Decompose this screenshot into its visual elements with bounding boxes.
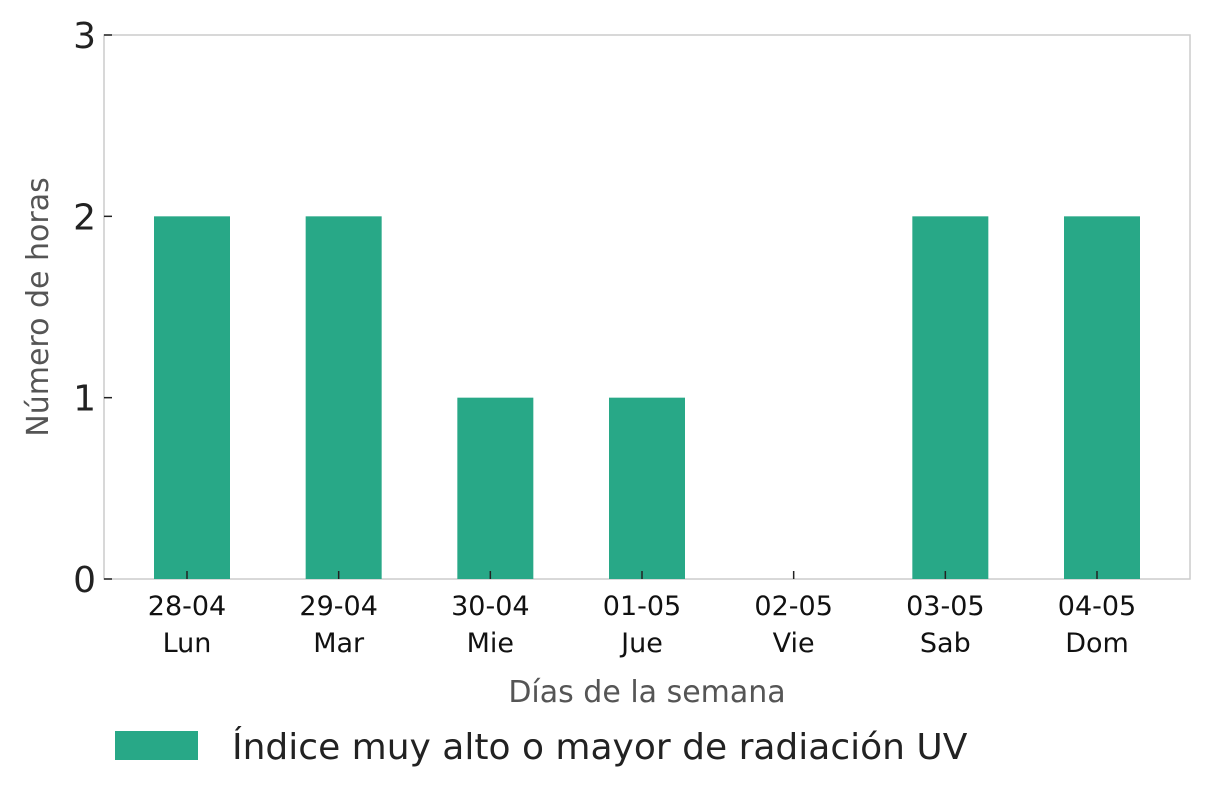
- bar-01-05: [609, 397, 685, 579]
- bar-28-04: [154, 216, 230, 580]
- y-tick-label: 3: [73, 16, 96, 57]
- x-tick-label-date: 03-05: [906, 591, 984, 622]
- x-tick-label-date: 02-05: [754, 591, 832, 622]
- x-tick-label-day: Sab: [920, 628, 971, 659]
- x-tick-label-date: 29-04: [299, 591, 377, 622]
- bar-29-04: [305, 216, 382, 580]
- y-axis-title: Número de horas: [21, 177, 56, 436]
- x-axis: 28-04 Lun 29-04 Mar 30-04 Mie 01-05 Jue 02-05 Vie…: [148, 571, 1136, 659]
- x-tick-label-day: Dom: [1065, 628, 1129, 659]
- x-tick-label-date: 28-04: [148, 591, 226, 622]
- y-tick-label: 0: [73, 560, 96, 601]
- x-tick-label-day: Lun: [163, 628, 212, 659]
- bar-30-04: [457, 397, 534, 579]
- legend: Índice muy alto o mayor de radiación UV: [115, 726, 968, 768]
- legend-swatch: [115, 731, 198, 760]
- bar-series: [154, 216, 1140, 580]
- x-tick-label-day: Vie: [773, 628, 815, 659]
- bar-04-05: [1064, 216, 1140, 580]
- y-axis: 0 1 2 3: [73, 16, 112, 601]
- x-tick-label-day: Mie: [467, 628, 514, 659]
- x-axis-title: Días de la semana: [508, 675, 785, 710]
- x-tick-label-date: 04-05: [1058, 591, 1136, 622]
- x-tick-label-date: 01-05: [603, 591, 681, 622]
- legend-label: Índice muy alto o mayor de radiación UV: [232, 726, 968, 768]
- y-tick-label: 2: [73, 197, 96, 238]
- x-tick-label-day: Mar: [313, 628, 365, 659]
- x-tick-label-date: 30-04: [451, 591, 529, 622]
- bar-03-05: [912, 216, 989, 580]
- y-tick-label: 1: [73, 379, 96, 420]
- x-tick-label-day: Jue: [619, 628, 663, 659]
